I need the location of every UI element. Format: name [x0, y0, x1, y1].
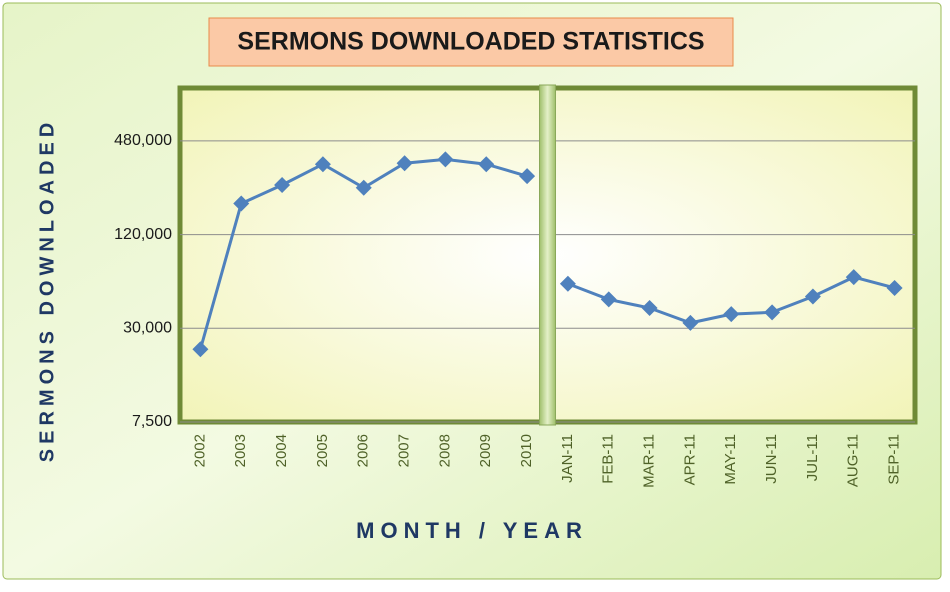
- marker: [641, 300, 658, 317]
- marker: [845, 269, 862, 286]
- x-tick-label: 2008: [436, 434, 453, 467]
- x-tick-label: 2005: [314, 434, 331, 467]
- x-tick-label: AUG-11: [845, 434, 862, 487]
- x-tick-label: 2006: [355, 434, 372, 467]
- marker: [396, 155, 413, 172]
- chart-title: SERMONS DOWNLOADED STATISTICS: [237, 28, 704, 56]
- y-tick-label: 120,000: [114, 226, 172, 243]
- separator: [539, 84, 556, 426]
- marker: [804, 288, 821, 305]
- x-tick-label: 2004: [273, 434, 290, 467]
- marker: [600, 291, 617, 308]
- x-tick-label: APR-11: [681, 434, 698, 485]
- x-tick-label: 2003: [232, 434, 249, 467]
- x-tick-label: 2010: [518, 434, 535, 467]
- x-tick-label: JAN-11: [559, 434, 576, 483]
- x-tick-label: SEP-11: [886, 434, 903, 485]
- x-tick-label: 2009: [477, 434, 494, 467]
- x-tick-label: MAR-11: [641, 434, 658, 488]
- marker: [682, 314, 699, 331]
- y-axis-title: SERMONS DOWNLOADED: [36, 118, 58, 462]
- x-tick-label: JUN-11: [763, 434, 780, 484]
- marker: [478, 156, 495, 173]
- x-tick-label: JUL-11: [804, 434, 821, 481]
- marker: [314, 156, 331, 173]
- y-tick-label: 30,000: [123, 320, 172, 337]
- y-tick-label: 7,500: [132, 413, 172, 430]
- marker: [192, 341, 209, 358]
- marker: [764, 304, 781, 321]
- marker: [723, 306, 740, 323]
- marker: [437, 151, 454, 168]
- x-tick-label: FEB-11: [600, 434, 617, 484]
- x-tick-label: 2007: [396, 434, 413, 467]
- marker: [886, 279, 903, 296]
- x-axis-title: MONTH / YEAR: [356, 518, 588, 543]
- y-tick-label: 480,000: [114, 132, 172, 149]
- marker: [233, 195, 250, 212]
- x-tick-label: 2002: [191, 434, 208, 467]
- marker: [559, 275, 576, 292]
- x-tick-label: MAY-11: [722, 434, 739, 485]
- marker: [519, 168, 536, 185]
- marker: [274, 176, 291, 193]
- title-box: [208, 17, 734, 67]
- marker: [355, 179, 372, 196]
